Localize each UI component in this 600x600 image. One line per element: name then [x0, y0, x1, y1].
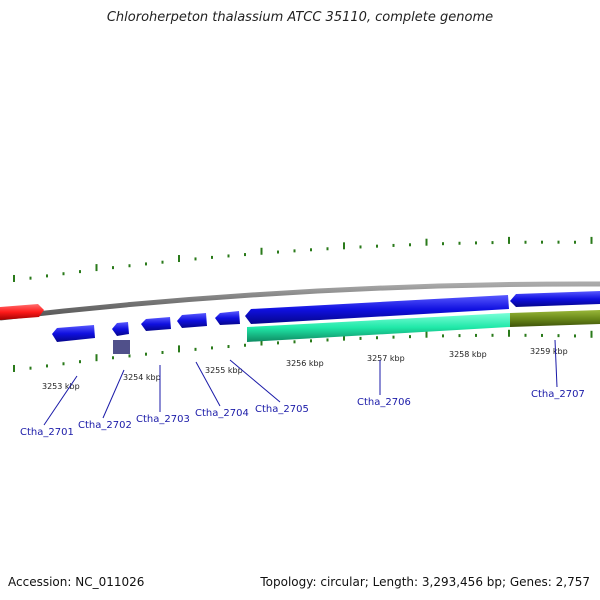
topology-text: Topology: circular; Length: 3,293,456 bp…: [260, 575, 590, 589]
reverse-gene-arrow[interactable]: [177, 313, 207, 328]
gene-label-ctha-2702[interactable]: Ctha_2702: [78, 420, 132, 431]
kbp-label: 3256 kbp: [286, 359, 324, 368]
leader-lines: [43, 339, 558, 426]
feature-block[interactable]: [113, 340, 130, 354]
inner-tick-row: [13, 329, 593, 372]
feature-band[interactable]: [247, 313, 510, 342]
kbp-label: 3258 kbp: [449, 350, 487, 359]
kbp-label: 3253 kbp: [42, 382, 80, 391]
reverse-gene-arrow[interactable]: [141, 317, 171, 331]
reverse-gene-arrow[interactable]: [510, 291, 600, 307]
map-title: Chloroherpeton thalassium ATCC 35110, co…: [106, 10, 494, 25]
gene-label-ctha-2706[interactable]: Ctha_2706: [357, 397, 411, 408]
kbp-label: 3254 kbp: [123, 373, 161, 382]
gene-label-ctha-2707[interactable]: Ctha_2707: [531, 389, 585, 400]
reverse-gene-arrow[interactable]: [245, 295, 509, 324]
kbp-label: 3259 kbp: [530, 347, 568, 356]
reverse-gene-arrow[interactable]: [52, 325, 95, 342]
kbp-label: 3255 kbp: [205, 366, 243, 375]
gene-label-ctha-2705[interactable]: Ctha_2705: [255, 404, 309, 415]
reverse-gene-arrow[interactable]: [215, 311, 240, 325]
kbp-label: 3257 kbp: [367, 354, 405, 363]
gene-label-ctha-2704[interactable]: Ctha_2704: [195, 408, 249, 419]
accession-text: Accession: NC_011026: [8, 575, 145, 589]
reverse-gene-arrow[interactable]: [112, 322, 129, 336]
genome-backbone: [0, 281, 600, 321]
outer-tick-row: [13, 236, 593, 282]
forward-gene-arrow[interactable]: [0, 304, 44, 320]
gene-label-ctha-2701[interactable]: Ctha_2701: [20, 427, 74, 438]
feature-band[interactable]: [510, 310, 600, 327]
gene-label-ctha-2703[interactable]: Ctha_2703: [136, 414, 190, 425]
